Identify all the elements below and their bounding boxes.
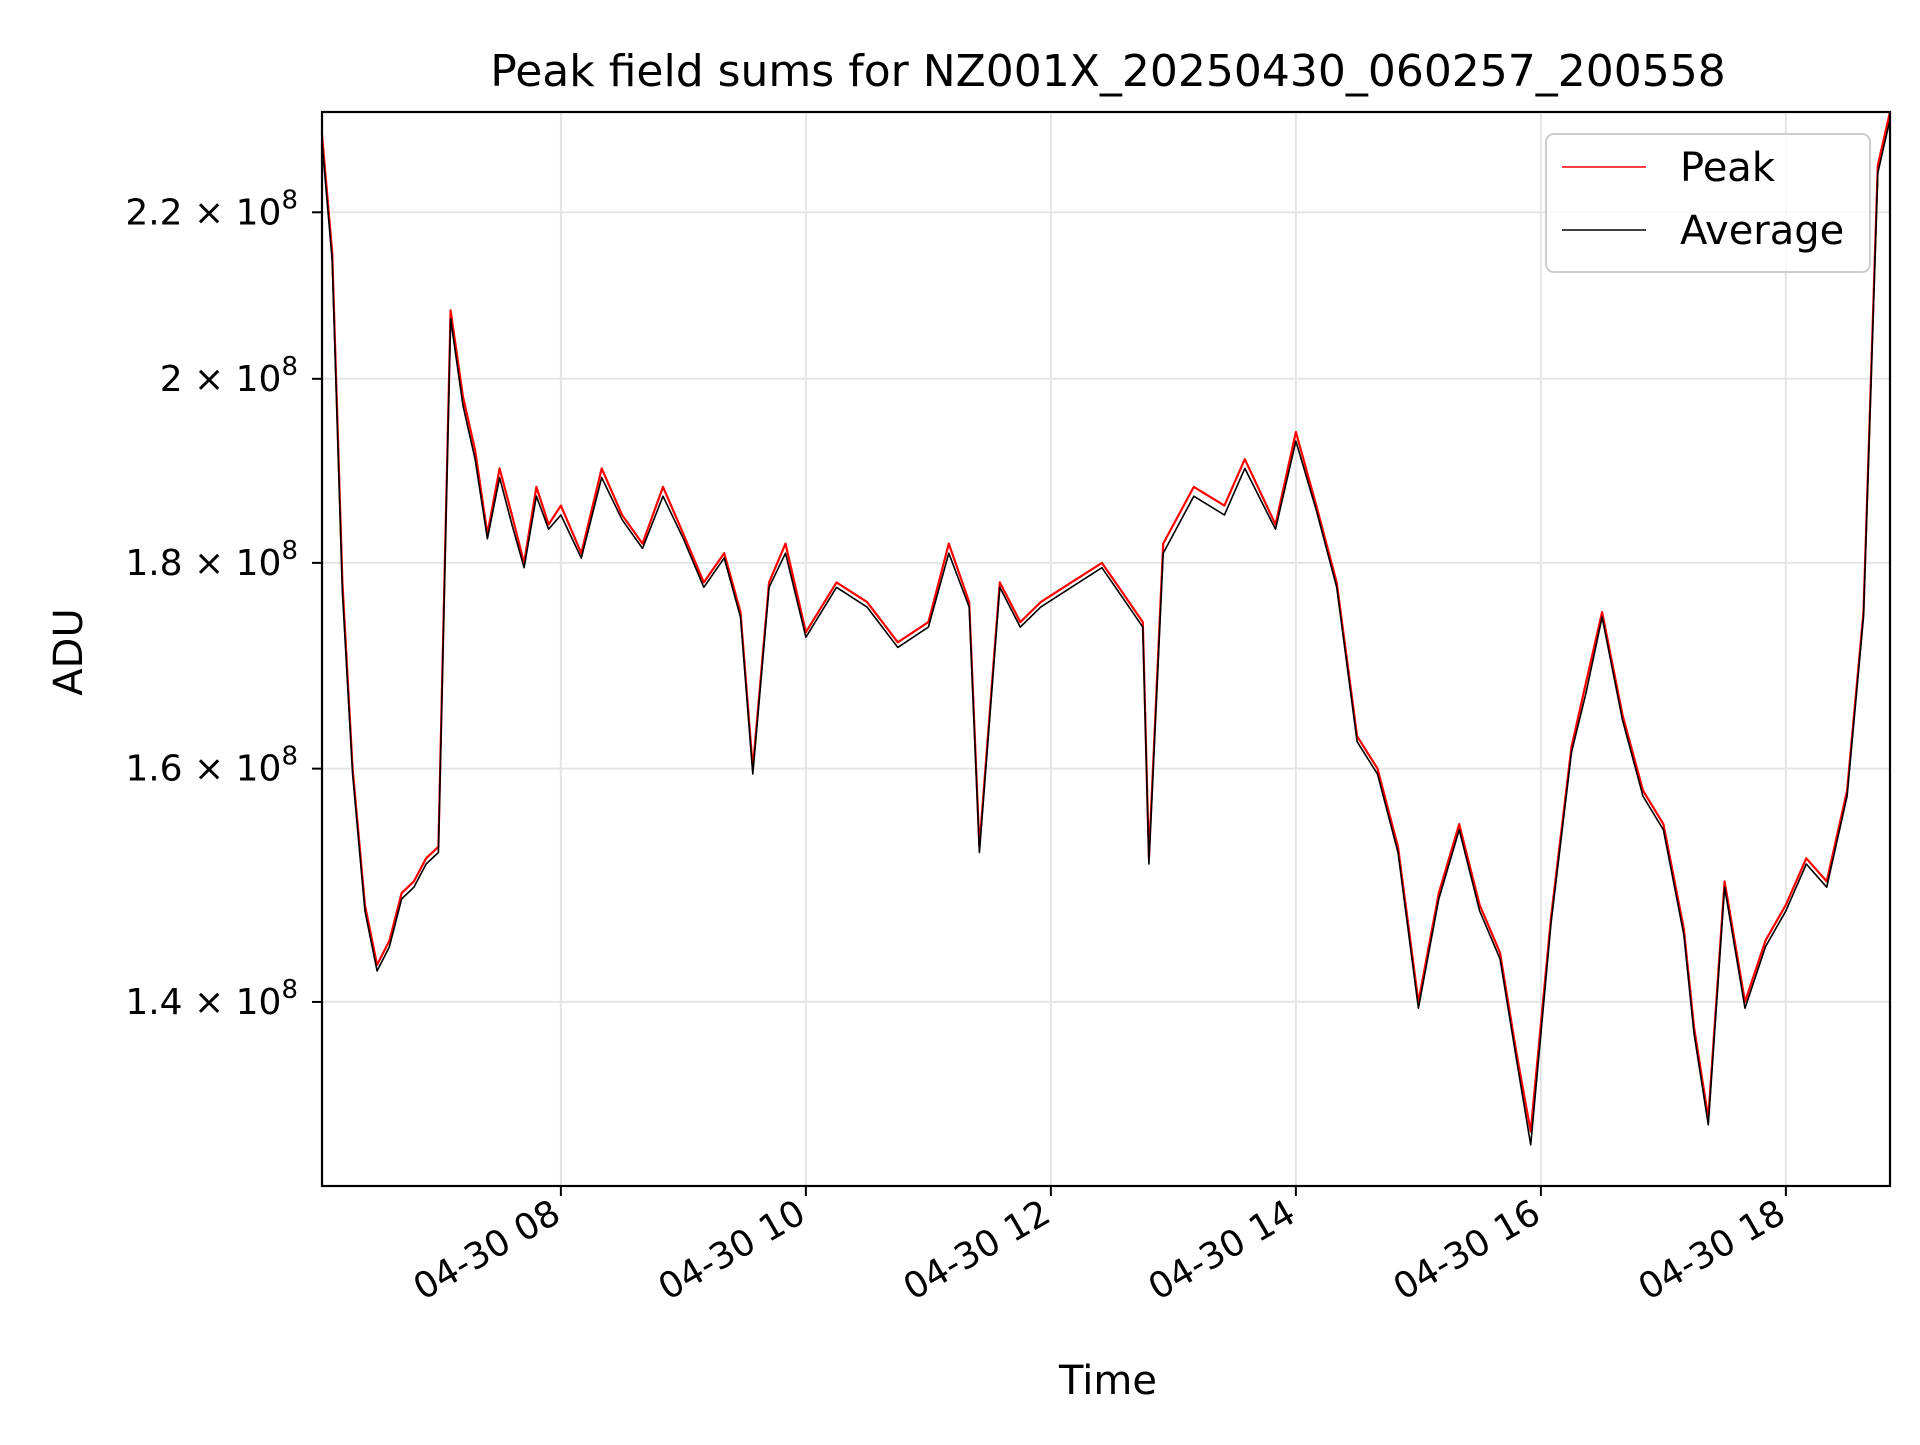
legend-box xyxy=(1545,133,1871,273)
plot-area xyxy=(320,110,1892,1188)
chart-title: Peak field sums for NZ001X_20250430_0602… xyxy=(490,46,1726,97)
y-axis-label: ADU xyxy=(46,608,92,695)
x-axis-label: Time xyxy=(1058,1358,1157,1404)
y-axis: 1.4 × 108 1.6 × 108 1.8 × 108 2 × 108 2.2 × … xyxy=(125,185,322,1023)
series-line-peak xyxy=(320,111,1892,1133)
plot-lines xyxy=(320,111,1892,1146)
y-tick-label: 2 × 108 xyxy=(160,352,298,400)
legend: Peak Average xyxy=(1545,133,1871,273)
legend-label-peak: Peak xyxy=(1680,145,1776,191)
y-tick-label: 2.2 × 108 xyxy=(125,185,298,233)
y-tick-label: 1.4 × 108 xyxy=(125,975,298,1023)
legend-label-average: Average xyxy=(1680,208,1844,254)
y-tick-label: 1.6 × 108 xyxy=(125,742,298,790)
y-tick-label: 1.8 × 108 xyxy=(125,536,298,584)
series-line-average xyxy=(321,119,1891,1146)
